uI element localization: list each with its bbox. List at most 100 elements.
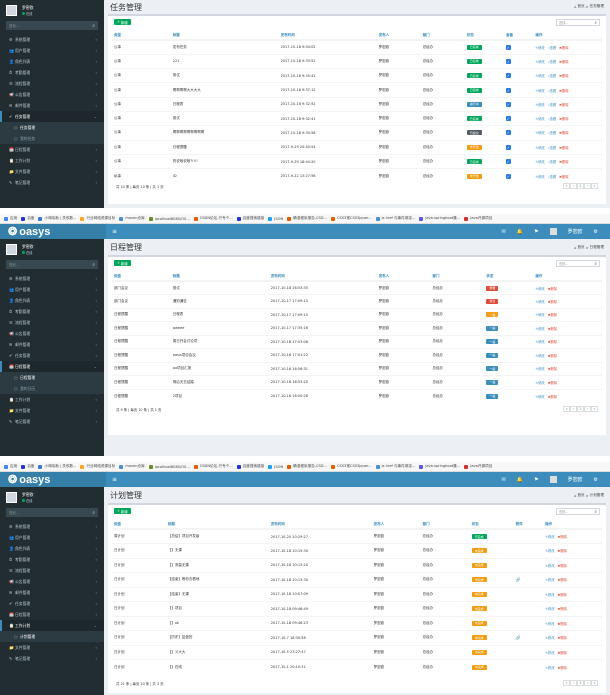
bookmark-link[interactable]: 百度 <box>21 216 34 221</box>
sidebar-item[interactable]: ⏱ 考勤管理 ‹ <box>0 554 104 565</box>
search-icon[interactable]: ⌕ <box>594 20 597 26</box>
avatar[interactable] <box>6 491 17 503</box>
delete-button[interactable]: ✖删除 <box>558 666 567 670</box>
pager-button[interactable]: ‹ <box>570 406 577 412</box>
edit-button[interactable]: ✎修改 <box>535 103 544 107</box>
delete-button[interactable]: ✖删除 <box>548 327 557 331</box>
sidebar-subitem[interactable]: ○ 计划管理 <box>0 631 104 642</box>
delete-button[interactable]: ✖删除 <box>559 160 568 164</box>
sidebar-item[interactable]: 📢 公告管理 ‹ <box>0 328 104 339</box>
bookmark-link[interactable]: CSDN论坛-只专个... <box>193 216 233 221</box>
edit-button[interactable]: ✎修改 <box>545 593 554 597</box>
delete-button[interactable]: ✖删除 <box>558 651 567 655</box>
delete-button[interactable]: ✖删除 <box>559 89 568 93</box>
delete-button[interactable]: ✖删除 <box>559 175 568 179</box>
sidebar-item[interactable]: 📁 文件管理 ‹ <box>0 405 104 416</box>
bookmark-link[interactable]: Java开源项目 <box>464 464 492 469</box>
sidebar-search-input[interactable]: 搜索... ⌕ <box>6 21 98 30</box>
bookmark-link[interactable]: Java开源项目 <box>464 216 492 221</box>
sidebar-item[interactable]: 👤 角色列表 ‹ <box>0 543 104 554</box>
sidebar-item[interactable]: 👤 角色列表 ‹ <box>0 295 104 306</box>
edit-button[interactable]: ✎修改 <box>535 146 544 150</box>
delete-button[interactable]: ✖删除 <box>559 60 568 64</box>
pager-button[interactable]: › <box>584 183 591 189</box>
edit-button[interactable]: ✎修改 <box>535 175 544 179</box>
sidebar-subitem[interactable]: ○ 日程管理 <box>0 372 104 383</box>
pager-button[interactable]: 1 <box>577 183 584 189</box>
bookmark-link[interactable]: maven仓库 <box>119 216 145 221</box>
search-icon[interactable]: ⌕ <box>92 22 95 29</box>
sidebar-item[interactable]: 👥 用户管理 ‹ <box>0 284 104 295</box>
view-button[interactable]: ⌕查看 <box>548 175 556 179</box>
view-button[interactable]: ⌕查看 <box>548 103 556 107</box>
bookmark-link[interactable]: maven仓库 <box>119 464 145 469</box>
pager-button[interactable]: ‹ <box>570 183 577 189</box>
edit-button[interactable]: ✎修改 <box>535 46 544 50</box>
checkbox-icon[interactable]: ✓ <box>505 159 511 165</box>
bookmark-link[interactable]: 小鸡哈勃 | 关系数... <box>38 464 76 469</box>
bookmark-link[interactable]: 行业网络资源目标 <box>80 216 115 221</box>
edit-button[interactable]: ✎修改 <box>535 160 544 164</box>
edit-button[interactable]: ✎修改 <box>535 340 544 344</box>
bookmark-link[interactable]: localhost8080/OS... <box>148 464 190 469</box>
edit-button[interactable]: ✎修改 <box>535 131 544 135</box>
sidebar-item[interactable]: ☰ 流程管理 ‹ <box>0 78 104 89</box>
flag-icon[interactable]: ⚑ <box>534 228 539 235</box>
delete-button[interactable]: ✖删除 <box>559 146 568 150</box>
delete-button[interactable]: ✖删除 <box>558 622 567 626</box>
edit-button[interactable]: ✎修改 <box>545 564 554 568</box>
view-button[interactable]: ⌕查看 <box>548 160 556 164</box>
delete-button[interactable]: ✖删除 <box>559 46 568 50</box>
delete-button[interactable]: ✖删除 <box>559 74 568 78</box>
bookmark-link[interactable]: java.springboot集... <box>419 216 460 221</box>
attachment-icon[interactable]: 🔗 <box>515 635 521 641</box>
bookmark-link[interactable]: CSS3常CSS3jquer... <box>330 464 372 469</box>
bookmark-link[interactable]: 百度搜索链接 <box>236 216 264 221</box>
sidebar-item[interactable]: 📅 日程管理 ‹ <box>0 144 104 155</box>
sidebar-item[interactable]: 👥 用户管理 ‹ <box>0 532 104 543</box>
user-name[interactable]: 罗密欧 <box>567 477 583 483</box>
pager-button[interactable]: » <box>591 183 598 189</box>
edit-button[interactable]: ✎修改 <box>545 666 554 670</box>
sidebar-item[interactable]: ☰ 流程管理 ‹ <box>0 317 104 328</box>
delete-button[interactable]: ✖删除 <box>559 103 568 107</box>
sidebar-item[interactable]: ✔ 任务管理 ‹ <box>0 598 104 609</box>
bookmark-link[interactable]: java.springboot集... <box>419 464 460 469</box>
mail-icon[interactable]: ✉ <box>501 228 506 235</box>
attachment-icon[interactable]: 🔗 <box>515 577 521 583</box>
delete-button[interactable]: ✖删除 <box>558 564 567 568</box>
checkbox-icon[interactable]: ✓ <box>505 73 511 79</box>
checkbox-icon[interactable]: ✓ <box>505 58 511 64</box>
edit-button[interactable]: ✎修改 <box>535 287 544 291</box>
sidebar-subitem[interactable]: ○ 任务管理 <box>0 122 104 133</box>
bookmark-link[interactable]: 小鸡哈勃 | 关系数... <box>38 216 76 221</box>
delete-button[interactable]: ✖删除 <box>548 381 557 385</box>
delete-button[interactable]: ✖删除 <box>558 593 567 597</box>
edit-button[interactable]: ✎修改 <box>535 313 544 317</box>
edit-button[interactable]: ✎修改 <box>545 549 554 553</box>
view-button[interactable]: ⌕查看 <box>548 60 556 64</box>
delete-button[interactable]: ✖删除 <box>558 535 567 539</box>
sidebar-item[interactable]: 📁 文件管理 ‹ <box>0 166 104 177</box>
view-button[interactable]: ⌕查看 <box>548 117 556 121</box>
gear-icon[interactable]: ⚙ <box>593 476 598 483</box>
pager-button[interactable]: » <box>591 406 598 412</box>
bookmark-link[interactable]: JSON <box>268 216 283 221</box>
bookmark-link[interactable]: 确准程序报告-CSD... <box>287 216 327 221</box>
delete-button[interactable]: ✖删除 <box>548 287 557 291</box>
sidebar-item[interactable]: ✎ 笔记管理 ‹ <box>0 653 104 664</box>
sidebar-item[interactable]: 📋 工作计划 ‹ <box>0 155 104 166</box>
checkbox-icon[interactable]: ✓ <box>505 87 511 93</box>
checkbox-icon[interactable]: ✓ <box>505 44 511 50</box>
pager-button[interactable]: 1 <box>577 680 584 686</box>
app-logo[interactable]: ❂ oasys <box>0 224 106 239</box>
checkbox-icon[interactable]: ✓ <box>505 173 511 179</box>
pager-button[interactable]: 1 <box>577 406 584 412</box>
view-button[interactable]: ⌕查看 <box>548 131 556 135</box>
breadcrumb-home[interactable]: 首页 <box>577 493 585 497</box>
delete-button[interactable]: ✖删除 <box>548 395 557 399</box>
search-icon[interactable]: ⌕ <box>594 261 597 267</box>
user-name[interactable]: 罗密欧 <box>567 229 583 235</box>
sidebar-item[interactable]: ⚙ 系统管理 ‹ <box>0 273 104 284</box>
edit-button[interactable]: ✎修改 <box>535 300 544 304</box>
